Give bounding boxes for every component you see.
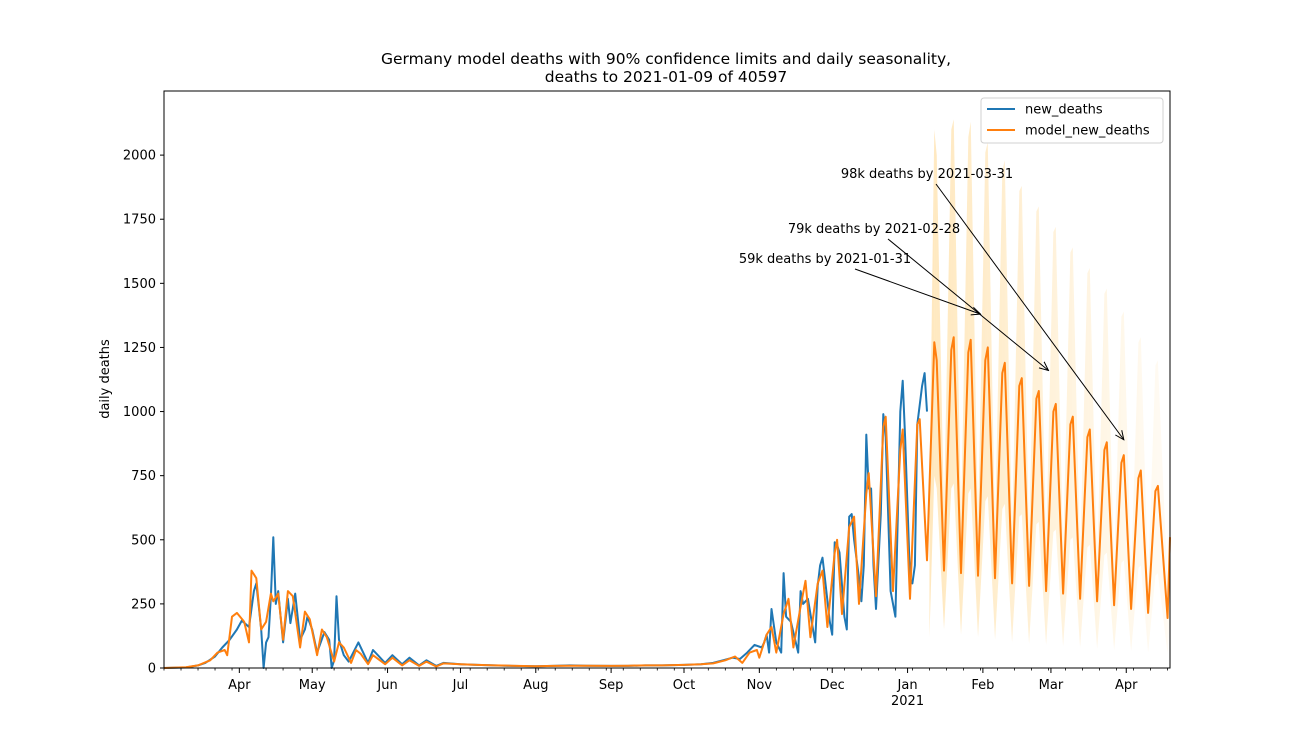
x-tick-label: Sep — [599, 678, 624, 693]
confidence-band-segment — [1155, 360, 1158, 576]
x-tick-label: Aug — [523, 678, 548, 693]
confidence-band-segment — [929, 129, 935, 638]
annotation-label: 98k deaths by 2021-03-31 — [841, 167, 1013, 182]
x-tick-sublabel: 2021 — [891, 694, 924, 709]
chart-title: Germany model deaths with 90% confidence… — [381, 50, 951, 86]
x-tick-label: Oct — [673, 678, 695, 693]
y-axis-label: daily deaths — [98, 339, 113, 419]
x-tick-label: Jun — [376, 678, 397, 693]
y-tick-label: 2000 — [123, 149, 156, 164]
annotation-label: 59k deaths by 2021-01-31 — [739, 252, 911, 267]
confidence-band-segment — [1053, 226, 1056, 533]
annotation-arrow — [935, 183, 1124, 440]
legend-box — [980, 97, 1164, 144]
x-tick-label: Apr — [1115, 678, 1138, 693]
confidence-band-segment — [1138, 337, 1141, 568]
x-tick-label: Nov — [747, 678, 773, 693]
x-tick-label: Jan — [897, 678, 918, 693]
x-tick-label: May — [299, 678, 326, 693]
chart-title-line1: Germany model deaths with 90% confidence… — [381, 50, 951, 68]
legend: new_deaths model_new_deaths — [980, 97, 1164, 144]
confidence-band-segment — [968, 121, 971, 494]
annotation-label: 79k deaths by 2021-02-28 — [788, 222, 960, 237]
y-tick-label: 1500 — [123, 277, 156, 292]
confidence-band-segment — [1019, 185, 1022, 517]
confidence-band-segment — [985, 142, 988, 502]
legend-entry-label: new_deaths — [1025, 103, 1103, 118]
confidence-band-segment — [1087, 267, 1090, 548]
y-tick-label: 750 — [131, 469, 156, 484]
plot-frame — [163, 90, 1171, 669]
annotation-arrow — [887, 238, 1049, 371]
series-line-model-new-deaths — [163, 336, 1171, 669]
confidence-band-segment — [934, 129, 937, 489]
y-tick-label: 1000 — [123, 405, 156, 420]
annotation-layer: 59k deaths by 2021-01-31 79k deaths by 20… — [739, 167, 1124, 440]
x-tick-label: Apr — [228, 678, 251, 693]
chart-title-line2: deaths to 2021-01-09 of 40597 — [545, 68, 787, 86]
confidence-band-segment — [1036, 206, 1039, 525]
series-layer — [163, 336, 1171, 669]
legend-entry-label: model_new_deaths — [1025, 124, 1150, 139]
annotation-arrow — [854, 268, 980, 314]
y-tick-label: 0 — [148, 662, 156, 677]
x-tick-label: Feb — [971, 678, 994, 693]
y-tick-label: 500 — [131, 533, 156, 548]
y-tick-label: 250 — [131, 597, 156, 612]
x-tick-label: Dec — [820, 678, 845, 693]
y-tick-label: 1250 — [123, 341, 156, 356]
axes-layer: 0 250 500 750 1000 1250 1500 1750 2000 Apr May Jun J… — [123, 90, 1171, 709]
y-tick-label: 1750 — [123, 213, 156, 228]
x-tick-label: Mar — [1039, 678, 1064, 693]
confidence-band-segment — [1002, 160, 1005, 510]
confidence-band-segment — [1070, 247, 1073, 540]
x-tick-label: Jul — [452, 678, 469, 693]
confidence-band-segment — [1104, 288, 1107, 556]
